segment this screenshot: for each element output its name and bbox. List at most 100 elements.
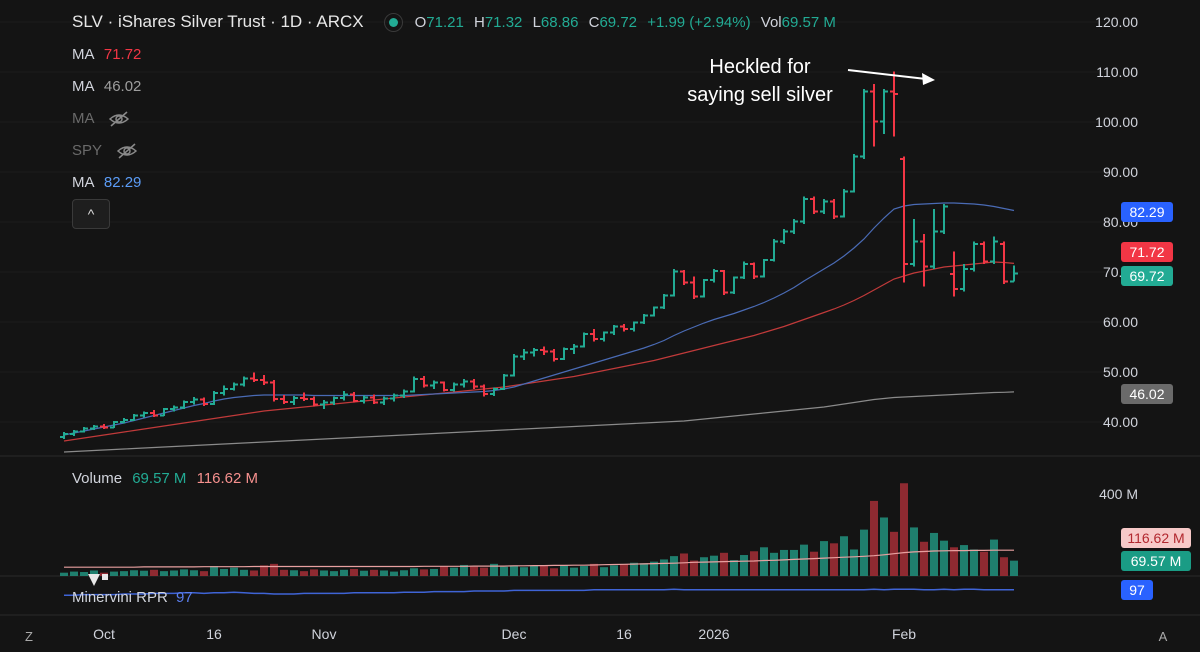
annotation-line-1: Heckled for [709,56,811,78]
high-key: H [474,13,485,31]
volume-bar [980,551,988,576]
volume-bar [180,569,188,576]
ohlc-bar [320,400,328,409]
ohlc-bar [990,236,998,264]
ma-gray-line [63,391,1015,453]
ohlc-bar [470,379,478,389]
rpr-legend[interactable]: Minervini RPR 97 [72,589,193,606]
ohlc-readout: O71.21 H71.32 L68.86 C69.72 +1.99 (+2.94… [415,14,842,31]
ohlc-bar [760,259,768,278]
time-tick: Feb [891,626,917,642]
ohlc-bar [380,396,388,405]
volume-bar [330,571,338,576]
volume-bar [110,571,118,576]
ohlc-bar [540,346,548,355]
volume-bar [800,544,808,576]
volume-bar [750,551,758,576]
eye-hidden-icon[interactable] [116,143,138,159]
volume-bar [140,570,148,576]
ohlc-bar [560,347,568,360]
volume-bar [420,569,428,576]
ma-blue-price-badge: 82.29 [1121,202,1173,222]
volume-bar [480,567,488,576]
ohlc-bar [270,380,278,402]
ma-blue-line [63,202,1015,436]
auto-scale-button[interactable]: A [1158,629,1168,644]
ohlc-bar [70,430,78,436]
volume-bar [70,571,78,576]
volume-current: 69.57 M [132,470,187,487]
ohlc-bar [780,229,788,244]
ohlc-bar [790,219,798,234]
collapse-legend-button[interactable]: ^ [72,199,110,229]
volume-bar [720,552,728,576]
ohlc-bar [60,432,68,439]
volume-ma-value: 116.62 M [196,470,259,487]
volume-bar [670,556,678,576]
tv-logo [88,574,108,586]
ohlc-bar [650,306,658,317]
ohlc-bar [250,372,258,382]
volume-axis-tick: 400 M [1099,486,1138,502]
indicator-ma-red[interactable]: MA 71.72 [72,46,141,63]
ohlc-bar [810,196,818,214]
indicator-label: MA [72,110,94,127]
volume-bar [630,562,638,576]
ohlc-bar [330,396,338,405]
ohlc-bar [590,329,598,342]
eye-hidden-icon[interactable] [108,111,130,127]
timezone-toggle-button[interactable]: Z [25,629,33,644]
ohlc-bar [350,392,358,403]
ohlc-bar [1000,241,1008,284]
volume-legend[interactable]: Volume 69.57 M 116.62 M [72,470,258,487]
volume-bar [880,517,888,576]
ohlc-bar [910,219,918,267]
indicator-spy-hidden[interactable]: SPY [72,142,138,159]
ohlc-bar [440,381,448,392]
volume-bar [760,547,768,576]
indicator-ma-gray[interactable]: MA 46.02 [72,78,141,95]
volume-bar [380,570,388,576]
volume-bars [60,483,1018,576]
symbol-title[interactable]: SLV · iShares Silver Trust · 1D · ARCX [72,12,364,31]
volume-bar [840,536,848,576]
ohlc-bar [290,396,298,405]
ohlc-bar [960,264,968,292]
volume-bar [60,572,68,576]
time-tick: Nov [311,626,337,642]
volume-bar [90,570,98,576]
volume-bar [780,549,788,576]
ohlc-bar [740,261,748,279]
indicator-label: SPY [72,142,102,159]
volume-bar [490,563,498,576]
ohlc-bar [100,424,108,429]
ohlc-bar [430,380,438,389]
indicator-label: MA [72,46,94,63]
indicator-ma-hidden[interactable]: MA [72,110,130,127]
ohlc-bar [860,89,868,159]
ma-gray-price-badge: 46.02 [1121,384,1173,404]
rpr-label: Minervini RPR [72,589,168,606]
ohlc-bar [950,251,958,297]
ohlc-bar [870,84,878,147]
volume-bar [790,549,798,576]
volume-bar [520,567,528,576]
ohlc-bar [460,379,468,388]
ohlc-bar [530,348,538,357]
volume-bar [940,540,948,576]
volume-last-badge: 69.57 M [1121,551,1191,571]
indicator-ma-blue[interactable]: MA 82.29 [72,174,141,191]
low-value: 68.86 [540,13,579,31]
indicator-value: 71.72 [103,46,142,63]
ohlc-bar [140,411,148,418]
chart-annotation[interactable]: Heckled for saying sell silver [660,53,860,109]
ohlc-bar [690,276,698,299]
ohlc-bar [390,393,398,402]
ohlc-bar [130,414,138,421]
volume-bar [350,568,358,576]
price-tick: 60.00 [1102,314,1138,330]
close-key: C [588,13,600,31]
ohlc-bar [920,234,928,287]
ohlc-bar [600,331,608,342]
